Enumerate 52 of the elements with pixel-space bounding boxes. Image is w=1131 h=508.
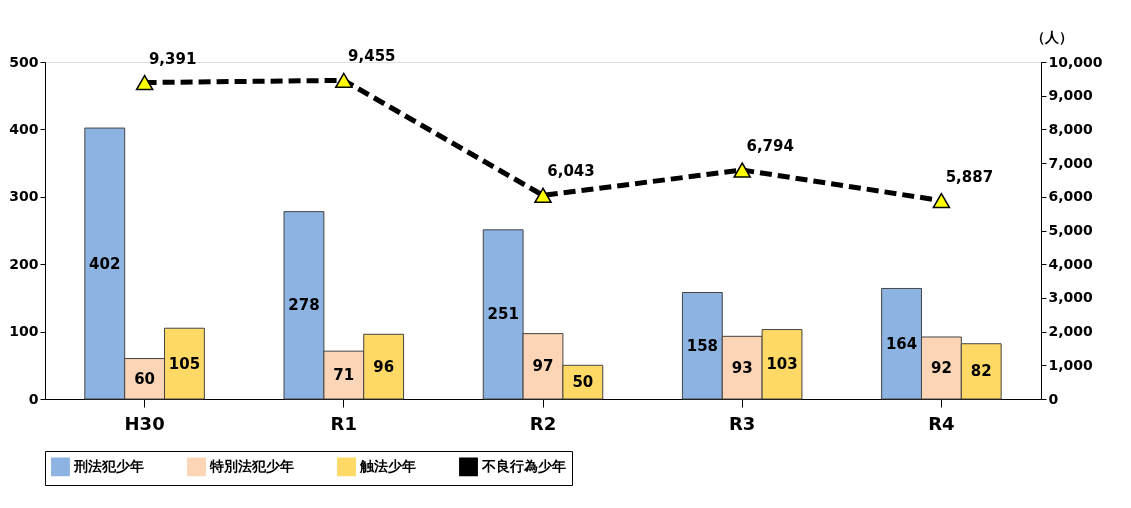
data-label: 9,391 bbox=[148, 49, 197, 68]
data-label: 402 bbox=[89, 254, 121, 273]
data-label: 164 bbox=[885, 334, 918, 353]
data-label: 5,887 bbox=[945, 167, 994, 186]
x-tick-label: R3 bbox=[729, 412, 756, 434]
y2-tick-label: 3,000 bbox=[1048, 289, 1094, 306]
y-tick-label: 400 bbox=[9, 120, 39, 137]
y-tick-label: 300 bbox=[9, 188, 39, 205]
y-tick-label: 500 bbox=[9, 53, 39, 70]
x-tick-label: R2 bbox=[529, 412, 557, 434]
y2-tick-label: 7,000 bbox=[1048, 154, 1094, 171]
y2-tick-label: 5,000 bbox=[1048, 222, 1094, 238]
data-label: 6,043 bbox=[547, 162, 595, 181]
legend-label: 刑法犯少年 bbox=[73, 457, 144, 474]
data-label: 251 bbox=[487, 305, 519, 324]
data-label: 158 bbox=[686, 336, 719, 355]
y-tick-label: 0 bbox=[28, 390, 39, 407]
x-tick-label: R1 bbox=[330, 412, 357, 434]
y2-tick-label: 1,000 bbox=[1048, 356, 1094, 373]
data-label: 6,794 bbox=[746, 137, 794, 156]
point bbox=[135, 74, 154, 91]
y2-tick-label: 4,000 bbox=[1048, 255, 1094, 272]
point bbox=[534, 187, 552, 204]
point bbox=[334, 72, 353, 89]
data-label: 60 bbox=[134, 369, 156, 388]
data-label: 71 bbox=[333, 366, 355, 385]
data-label: 92 bbox=[930, 359, 952, 377]
x-tick-label: H30 bbox=[124, 412, 165, 434]
x-tick-label: R4 bbox=[928, 412, 955, 434]
data-label: 96 bbox=[373, 357, 395, 376]
legend-label: 不良行為少年 bbox=[481, 457, 566, 474]
data-label: 278 bbox=[288, 296, 320, 315]
y2-tick-label: 0 bbox=[1048, 390, 1059, 407]
y2-tick-label: 9,000 bbox=[1048, 87, 1094, 104]
data-label: 9,455 bbox=[348, 47, 396, 66]
data-label: 103 bbox=[766, 355, 798, 374]
y2-tick-label: 2,000 bbox=[1048, 323, 1094, 340]
y-tick-label: 100 bbox=[9, 323, 39, 340]
data-label: 93 bbox=[731, 358, 753, 377]
data-label: 105 bbox=[168, 354, 201, 373]
data-label: 97 bbox=[532, 357, 554, 376]
data-label: 50 bbox=[572, 373, 594, 392]
y2-tick-label: 6,000 bbox=[1048, 188, 1094, 205]
legend-label: 触法少年 bbox=[359, 457, 416, 474]
legend-label: 特別法犯少年 bbox=[209, 457, 294, 474]
point bbox=[932, 192, 951, 209]
y2-tick-label: 8,000 bbox=[1048, 120, 1094, 137]
y-tick-label: 200 bbox=[9, 255, 39, 272]
point bbox=[733, 162, 752, 178]
y2-tick-label: 10,000 bbox=[1048, 53, 1103, 70]
y2-axis-title: （人） bbox=[1030, 28, 1073, 45]
data-label: 82 bbox=[970, 362, 992, 381]
